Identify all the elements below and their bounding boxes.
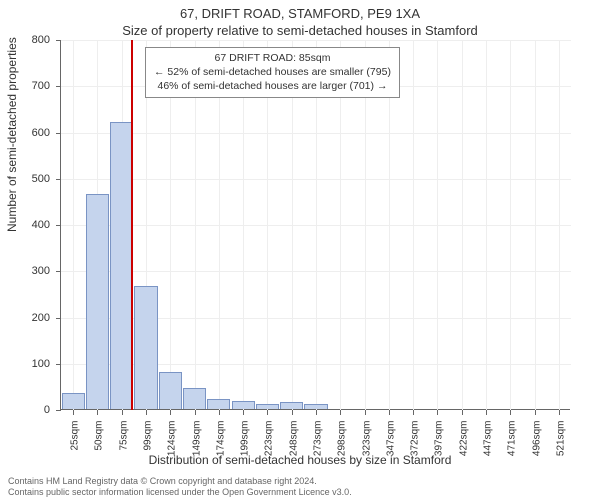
gridline-vertical <box>73 40 74 410</box>
annotation-line2: ← 52% of semi-detached houses are smalle… <box>154 65 391 79</box>
y-tick-mark <box>56 225 61 226</box>
x-tick-mark <box>219 410 220 415</box>
y-tick-label: 300 <box>20 265 50 277</box>
y-tick-mark <box>56 179 61 180</box>
x-tick-mark <box>462 410 463 415</box>
y-tick-mark <box>56 318 61 319</box>
gridline-vertical <box>486 40 487 410</box>
histogram-bar <box>86 194 109 409</box>
y-tick-label: 800 <box>20 34 50 46</box>
histogram-bar <box>280 402 303 409</box>
y-tick-mark <box>56 86 61 87</box>
histogram-bar <box>134 286 157 409</box>
gridline-vertical <box>535 40 536 410</box>
footer-line2: Contains public sector information licen… <box>8 487 352 498</box>
x-tick-mark <box>365 410 366 415</box>
y-tick-mark <box>56 271 61 272</box>
chart-container: 67, DRIFT ROAD, STAMFORD, PE9 1XA Size o… <box>0 0 600 500</box>
annotation-line3: 46% of semi-detached houses are larger (… <box>154 79 391 93</box>
histogram-bar <box>159 372 182 409</box>
gridline-vertical <box>437 40 438 410</box>
x-tick-mark <box>340 410 341 415</box>
x-tick-mark <box>389 410 390 415</box>
y-axis-label: Number of semi-detached properties <box>5 37 19 232</box>
gridline-vertical <box>559 40 560 410</box>
histogram-bar <box>110 122 133 409</box>
footer-attribution: Contains HM Land Registry data © Crown c… <box>8 476 352 498</box>
x-tick-mark <box>535 410 536 415</box>
gridline-vertical <box>462 40 463 410</box>
x-tick-mark <box>170 410 171 415</box>
x-tick-mark <box>316 410 317 415</box>
y-tick-mark <box>56 364 61 365</box>
x-tick-mark <box>267 410 268 415</box>
annotation-line1: 67 DRIFT ROAD: 85sqm <box>154 51 391 65</box>
x-tick-mark <box>243 410 244 415</box>
y-tick-label: 700 <box>20 80 50 92</box>
y-tick-label: 500 <box>20 173 50 185</box>
x-tick-mark <box>195 410 196 415</box>
y-tick-mark <box>56 40 61 41</box>
chart-title-line2: Size of property relative to semi-detach… <box>0 21 600 38</box>
chart-title-line1: 67, DRIFT ROAD, STAMFORD, PE9 1XA <box>0 0 600 21</box>
x-tick-mark <box>97 410 98 415</box>
y-tick-label: 400 <box>20 219 50 231</box>
x-tick-mark <box>437 410 438 415</box>
x-tick-mark <box>292 410 293 415</box>
y-tick-label: 100 <box>20 358 50 370</box>
y-tick-label: 0 <box>20 404 50 416</box>
gridline-vertical <box>510 40 511 410</box>
y-tick-mark <box>56 410 61 411</box>
y-tick-label: 600 <box>20 127 50 139</box>
histogram-bar <box>183 388 206 409</box>
histogram-bar <box>207 399 230 409</box>
x-tick-mark <box>510 410 511 415</box>
x-tick-mark <box>413 410 414 415</box>
x-tick-mark <box>146 410 147 415</box>
y-tick-label: 200 <box>20 312 50 324</box>
y-tick-mark <box>56 133 61 134</box>
histogram-bar <box>62 393 85 409</box>
gridline-vertical <box>413 40 414 410</box>
chart-plot-area: 25sqm50sqm75sqm99sqm124sqm149sqm174sqm19… <box>60 40 570 410</box>
x-tick-mark <box>559 410 560 415</box>
histogram-bar <box>304 404 327 409</box>
x-tick-mark <box>122 410 123 415</box>
histogram-bar <box>232 401 255 409</box>
x-axis-label: Distribution of semi-detached houses by … <box>0 453 600 467</box>
footer-line1: Contains HM Land Registry data © Crown c… <box>8 476 352 487</box>
reference-line <box>131 40 133 410</box>
x-tick-mark <box>73 410 74 415</box>
x-tick-mark <box>486 410 487 415</box>
histogram-bar <box>256 404 279 409</box>
annotation-box: 67 DRIFT ROAD: 85sqm ← 52% of semi-detac… <box>145 47 400 98</box>
